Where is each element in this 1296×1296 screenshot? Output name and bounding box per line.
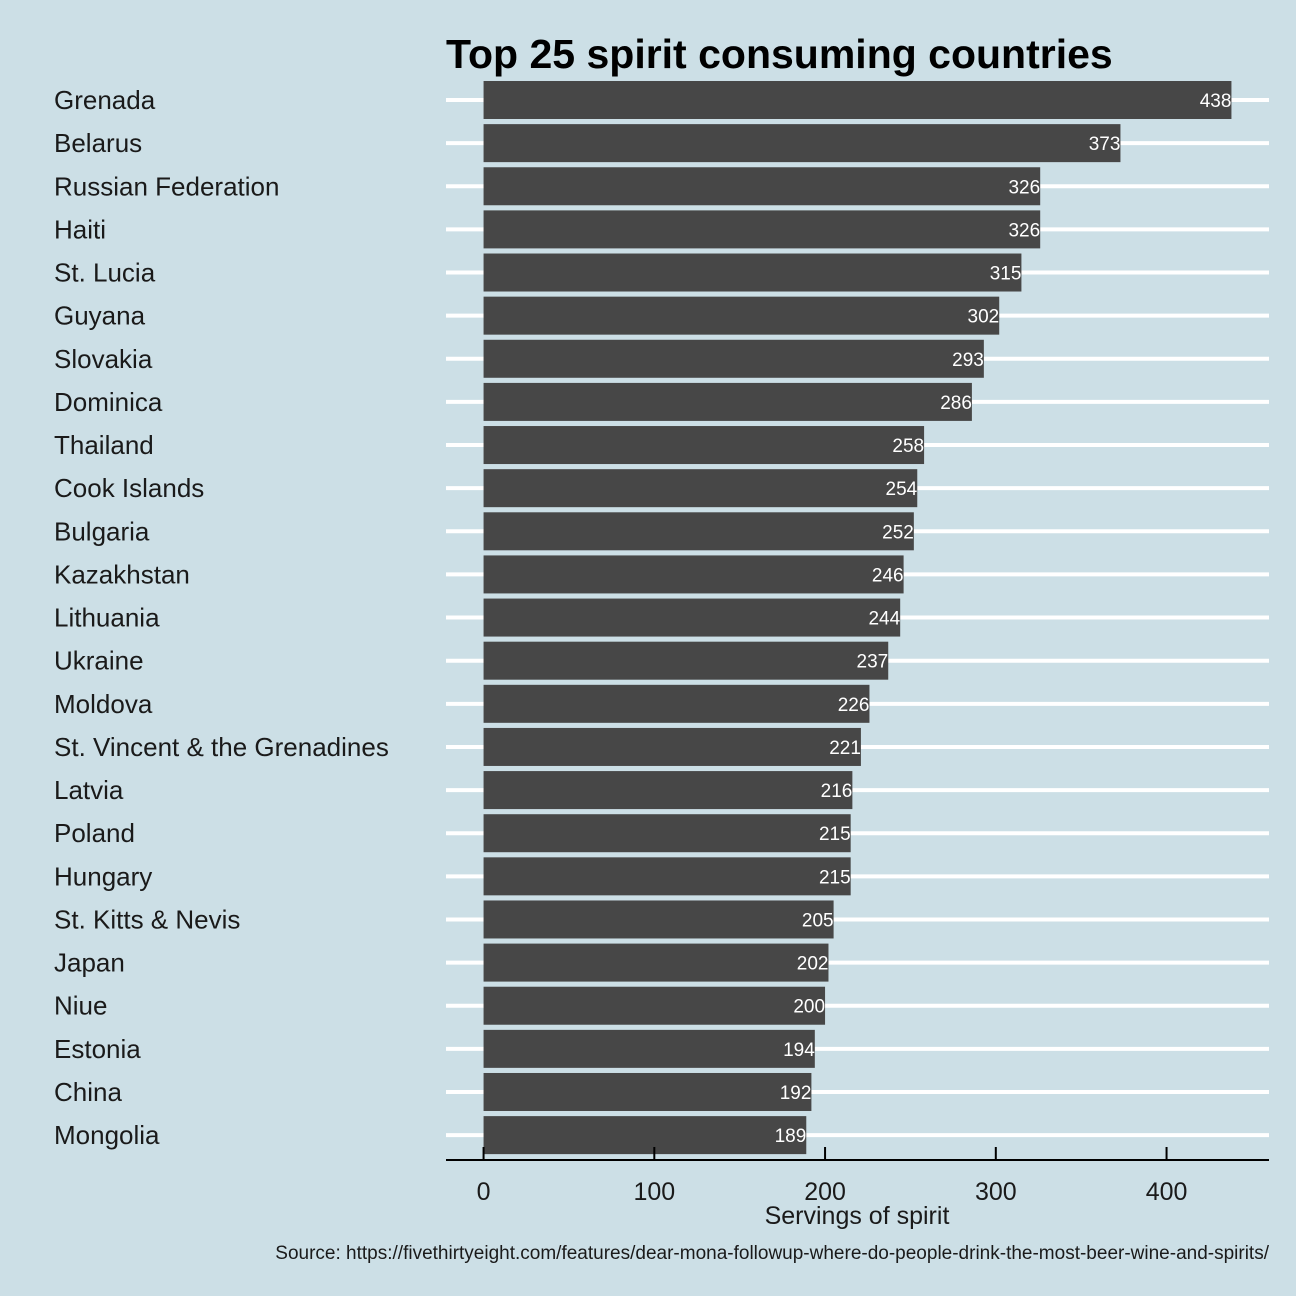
category-label: Cook Islands [54, 473, 204, 503]
bar [483, 771, 853, 810]
bar [483, 469, 918, 508]
x-axis-title: Servings of spirit [765, 1202, 950, 1230]
category-label: St. Kitts & Nevis [54, 904, 240, 934]
value-label: 302 [968, 307, 1000, 328]
category-label: Japan [54, 948, 125, 978]
category-label: Mongolia [54, 1120, 160, 1150]
bar [483, 426, 925, 465]
value-label: 192 [780, 1083, 812, 1104]
bar [483, 210, 1041, 249]
bar [483, 253, 1022, 292]
value-label: 326 [1008, 220, 1040, 241]
value-label: 252 [882, 522, 914, 543]
tick-label: 400 [1146, 1178, 1188, 1206]
category-label: Lithuania [54, 603, 160, 633]
value-label: 438 [1200, 91, 1232, 112]
bar [483, 167, 1041, 206]
bar [483, 296, 1000, 335]
value-label: 202 [797, 954, 829, 975]
tick-label: 200 [804, 1178, 846, 1206]
chart-title: Top 25 spirit consuming countries [446, 31, 1113, 77]
category-labels: Grenada Belarus Russian Federation Haiti St.… [54, 85, 389, 1150]
value-label: 326 [1008, 177, 1040, 198]
value-label: 226 [838, 695, 870, 716]
value-label: 194 [783, 1040, 815, 1061]
category-label: Niue [54, 991, 107, 1021]
tick-label: 100 [633, 1178, 675, 1206]
category-label: Russian Federation [54, 171, 279, 201]
category-label: Belarus [54, 128, 142, 158]
value-label: 200 [793, 997, 825, 1018]
category-label: Dominica [54, 387, 163, 417]
tick-label: 0 [477, 1178, 491, 1206]
value-label: 215 [819, 867, 851, 888]
bar [483, 81, 1232, 119]
value-label: 237 [857, 652, 889, 673]
value-label: 246 [872, 565, 904, 586]
value-label: 215 [819, 824, 851, 845]
value-label: 293 [952, 350, 984, 371]
value-label: 216 [821, 781, 853, 802]
category-label: St. Lucia [54, 258, 156, 288]
bar [483, 124, 1121, 163]
bar [483, 857, 851, 896]
value-label: 315 [990, 264, 1022, 285]
category-label: Slovakia [54, 344, 153, 374]
tick-label: 300 [975, 1178, 1017, 1206]
bar [483, 1029, 815, 1068]
bar [483, 555, 904, 594]
category-label: China [54, 1077, 122, 1107]
value-label: 205 [802, 910, 834, 931]
value-label: 244 [868, 609, 900, 630]
value-label: 373 [1089, 134, 1121, 155]
category-label: Latvia [54, 775, 124, 805]
bar [483, 641, 889, 680]
category-label: Moldova [54, 689, 153, 719]
value-label: 221 [829, 738, 861, 759]
bar [483, 814, 851, 853]
category-label: Thailand [54, 430, 154, 460]
bar [483, 943, 829, 982]
category-label: St. Vincent & the Grenadines [54, 732, 389, 762]
bar [483, 986, 826, 1025]
category-label: Ukraine [54, 646, 144, 676]
bar [483, 598, 901, 637]
bar [483, 382, 972, 421]
category-label: Kazakhstan [54, 559, 190, 589]
bar [483, 900, 834, 939]
value-labels: 438 373 326 326 315 302 293 286 258 254 252 246 244 2… [775, 91, 1232, 1147]
value-label: 189 [775, 1126, 807, 1147]
category-label: Haiti [54, 214, 106, 244]
bar [483, 1116, 807, 1155]
category-label: Poland [54, 818, 135, 848]
category-label: Grenada [54, 85, 156, 115]
category-label: Hungary [54, 861, 152, 891]
value-label: 258 [892, 436, 924, 457]
bar [483, 512, 914, 551]
value-label: 254 [886, 479, 918, 500]
category-label: Bulgaria [54, 516, 150, 546]
source-caption: Source: https://fivethirtyeight.com/feat… [275, 1243, 1269, 1264]
bar [483, 1072, 812, 1111]
bars [483, 81, 1232, 1155]
bar [483, 684, 870, 723]
category-label: Estonia [54, 1034, 141, 1064]
x-axis-ticks: 0 100 200 300 400 [477, 1147, 1188, 1206]
category-label: Guyana [54, 301, 146, 331]
value-label: 286 [940, 393, 972, 414]
bar [483, 339, 984, 378]
bar [483, 727, 861, 766]
